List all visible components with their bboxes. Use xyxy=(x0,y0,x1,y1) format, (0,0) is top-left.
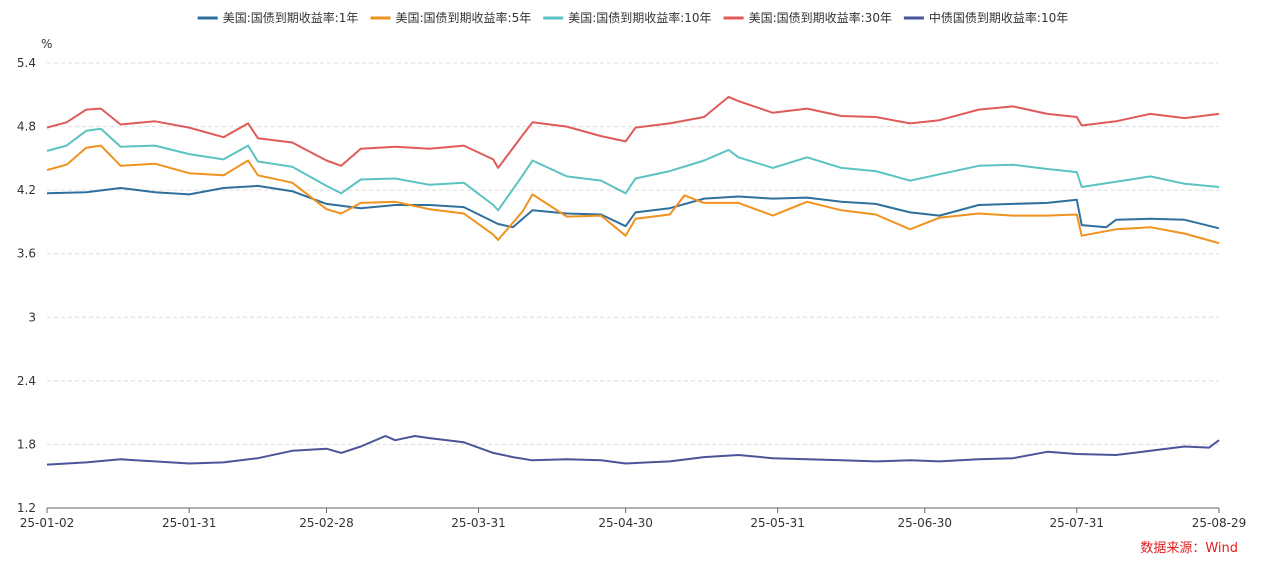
legend: 美国:国债到期收益率:1年 美国:国债到期收益率:5年 美国:国债到期收益率:10年… xyxy=(197,10,1068,25)
y-tick-label: 4.2 xyxy=(17,183,36,197)
legend-label: 美国:国债到期收益率:1年 xyxy=(223,10,359,25)
x-tick-label: 25-07-31 xyxy=(1050,516,1104,530)
legend-item-2: 美国:国债到期收益率:5年 xyxy=(370,10,532,25)
series-line-1 xyxy=(46,184,1220,230)
legend-label: 中债国债到期收益率:10年 xyxy=(929,10,1068,25)
data-source-label: 数据来源：Wind xyxy=(1140,541,1238,556)
x-tick-label: 25-01-31 xyxy=(162,516,216,530)
legend-label: 美国:国债到期收益率:30年 xyxy=(749,10,892,25)
y-axis-unit-label: % xyxy=(41,37,52,51)
series-line-2 xyxy=(46,144,1220,245)
legend-item-5: 中债国债到期收益率:10年 xyxy=(903,10,1068,25)
series-line-4 xyxy=(46,95,1220,169)
y-tick-label: 1.8 xyxy=(17,437,36,451)
series-line-5 xyxy=(46,435,1220,466)
x-tick-label: 25-06-30 xyxy=(898,516,952,530)
axes: 1.2 1.8 2.4 3 3.6 4.2 4.8 5.4 25-01-02 25-01-31 25… xyxy=(17,56,1246,530)
legend-item-1: 美国:国债到期收益率:1年 xyxy=(197,10,359,25)
series-line-3 xyxy=(46,127,1220,212)
x-tick-label: 25-05-31 xyxy=(750,516,804,530)
legend-label: 美国:国债到期收益率:5年 xyxy=(396,10,532,25)
grid-lines xyxy=(47,62,1219,445)
y-tick-label: 5.4 xyxy=(17,56,36,70)
x-tick-label: 25-04-30 xyxy=(598,516,652,530)
y-tick-label: 3 xyxy=(28,310,36,324)
legend-label: 美国:国债到期收益率:10年 xyxy=(568,10,711,25)
y-tick-label: 3.6 xyxy=(17,247,36,261)
x-tick-label: 25-01-02 xyxy=(20,516,74,530)
y-tick-label: 2.4 xyxy=(17,374,36,388)
legend-item-4: 美国:国债到期收益率:30年 xyxy=(723,10,892,25)
y-tick-label: 1.2 xyxy=(17,501,36,515)
x-tick-label: 25-08-29 xyxy=(1192,516,1246,530)
x-tick-label: 25-02-28 xyxy=(299,516,353,530)
legend-item-3: 美国:国债到期收益率:10年 xyxy=(543,10,712,25)
y-tick-label: 4.8 xyxy=(17,120,36,134)
series-layer xyxy=(46,95,1220,466)
x-tick-label: 25-03-31 xyxy=(451,516,505,530)
